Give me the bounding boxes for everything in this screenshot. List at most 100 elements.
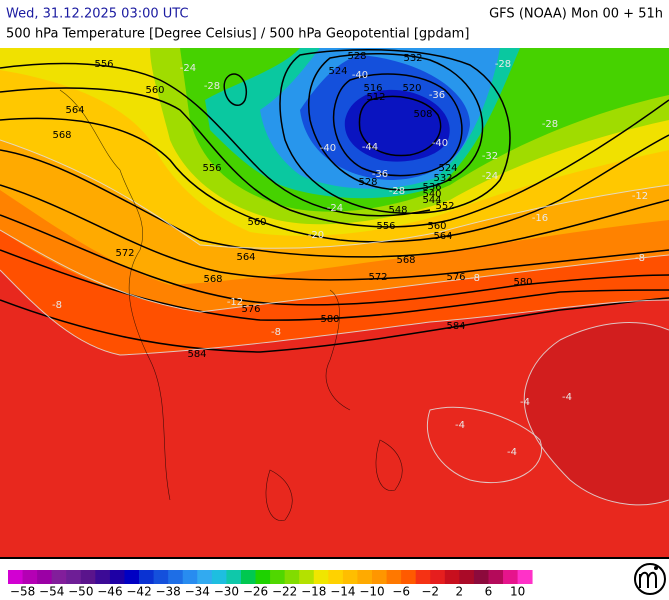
logo <box>634 563 666 595</box>
geopotential-label: 572 <box>115 248 134 259</box>
color-swatch <box>226 570 242 584</box>
colorbar-label: −58 <box>10 585 35 599</box>
temperature-label: -8 <box>470 273 480 284</box>
colorbar-label: −34 <box>185 585 210 599</box>
colorbar-label: −42 <box>126 585 151 599</box>
temperature-label: -20 <box>308 230 324 241</box>
color-swatch <box>401 570 417 584</box>
temperature-label: -12 <box>632 191 648 202</box>
color-swatch <box>503 570 518 584</box>
geopotential-label: 560 <box>145 85 164 96</box>
color-swatch <box>182 570 198 584</box>
geopotential-label: 544 <box>422 195 441 206</box>
geopotential-label: 576 <box>446 272 465 283</box>
color-swatch <box>95 570 111 584</box>
coastlines <box>59 89 403 521</box>
colorbar-label: 10 <box>510 585 525 599</box>
color-swatch <box>299 570 315 584</box>
geopotential-label: 548 <box>388 205 407 216</box>
color-swatch <box>66 570 82 584</box>
header-datetime: Wed, 31.12.2025 03:00 UTC <box>6 7 189 22</box>
temperature-label: -24 <box>180 63 196 74</box>
geopotential-label: 556 <box>376 221 395 232</box>
geopotential-label: 524 <box>328 66 347 77</box>
geopotential-label: 540 <box>422 189 441 200</box>
geopotential-label: 564 <box>433 231 452 242</box>
geopotential-label: 532 <box>403 53 422 64</box>
temperature-label: -4 <box>507 447 517 458</box>
temperature-contours <box>0 139 669 506</box>
temperature-label: -44 <box>362 142 378 153</box>
colorbar-label: −22 <box>272 585 297 599</box>
geopotential-label: 584 <box>187 349 206 360</box>
color-swatch <box>168 570 184 584</box>
geopotential-label: 568 <box>396 255 415 266</box>
color-swatch <box>415 570 431 584</box>
color-swatch <box>284 570 300 584</box>
temperature-label: -8 <box>271 327 281 338</box>
temperature-label: -40 <box>320 143 336 154</box>
temperature-label: -32 <box>482 151 498 162</box>
color-swatch <box>240 570 256 584</box>
colorbar-label: 2 <box>456 585 464 599</box>
temperature-label: -28 <box>542 119 558 130</box>
color-swatch <box>313 570 329 584</box>
temperature-label: -24 <box>482 171 498 182</box>
geopotential-label: 580 <box>320 314 339 325</box>
geopotential-label: 508 <box>413 109 432 120</box>
color-swatch <box>153 570 169 584</box>
temperature-label: -36 <box>429 90 445 101</box>
geopotential-label: 512 <box>366 92 385 103</box>
colorbar-label: −2 <box>421 585 439 599</box>
temperature-label: -4 <box>520 397 530 408</box>
color-swatch <box>197 570 213 584</box>
colorbar-label: −18 <box>301 585 326 599</box>
colorbar-label: −6 <box>392 585 410 599</box>
colorbar-label: −46 <box>97 585 122 599</box>
temp-band <box>344 89 450 162</box>
color-swatch <box>517 570 533 584</box>
geopotential-label: 572 <box>368 272 387 283</box>
colorbar-label: −38 <box>155 585 180 599</box>
color-swatch <box>459 570 475 584</box>
geopotential-label: 584 <box>446 321 465 332</box>
color-swatch <box>328 570 344 584</box>
geopotential-label: 552 <box>435 201 454 212</box>
geopotential-label: 556 <box>94 59 113 70</box>
temperature-label: -24 <box>327 203 343 214</box>
temperature-label: -40 <box>432 138 448 149</box>
color-swatch <box>372 570 387 584</box>
geopotential-label: 532 <box>433 173 452 184</box>
temperature-label: -36 <box>372 169 388 180</box>
color-swatch <box>139 570 154 584</box>
color-swatch <box>37 570 53 584</box>
geopotential-label: 516 <box>363 83 382 94</box>
geopotential-label: 528 <box>358 177 377 188</box>
geopotential-label: 564 <box>236 252 255 263</box>
color-swatch <box>51 570 67 584</box>
temperature-label: -8 <box>635 253 645 264</box>
color-swatch <box>488 570 504 584</box>
colorbar-label: 6 <box>485 585 493 599</box>
temperature-label: -8 <box>52 300 62 311</box>
temperature-label: -40 <box>352 70 368 81</box>
geopotential-label: 524 <box>438 163 457 174</box>
color-swatch <box>270 570 286 584</box>
header-model: GFS (NOAA) Mon 00 + 51h <box>489 7 663 22</box>
temperature-label: -28 <box>204 81 220 92</box>
color-swatch <box>211 570 227 584</box>
colorbar-label: −26 <box>243 585 268 599</box>
color-swatch <box>8 570 23 584</box>
color-swatch <box>80 570 96 584</box>
geopotential-label: 536 <box>422 182 441 193</box>
colorbar: −58 −54 −50 −46 −42 −38 −34 −30 −26 −22 −18 −14 −10−… <box>8 570 533 599</box>
temperature-label: -4 <box>455 420 465 431</box>
color-swatch <box>109 570 125 584</box>
geopotential-label: 560 <box>427 221 446 232</box>
color-swatch <box>444 570 460 584</box>
geopotential-label: 568 <box>203 274 222 285</box>
geopotential-label: 520 <box>402 83 421 94</box>
color-swatch <box>255 570 271 584</box>
